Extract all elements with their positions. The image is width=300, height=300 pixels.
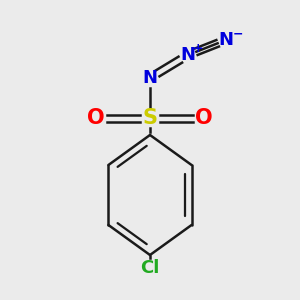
Text: O: O [195,108,213,128]
Text: O: O [87,108,105,128]
Text: N: N [218,31,233,49]
Text: N: N [181,46,196,64]
Text: Cl: Cl [140,259,160,277]
Text: S: S [142,108,158,128]
Text: +: + [193,41,203,55]
Text: N: N [142,69,158,87]
Text: −: − [233,28,243,40]
